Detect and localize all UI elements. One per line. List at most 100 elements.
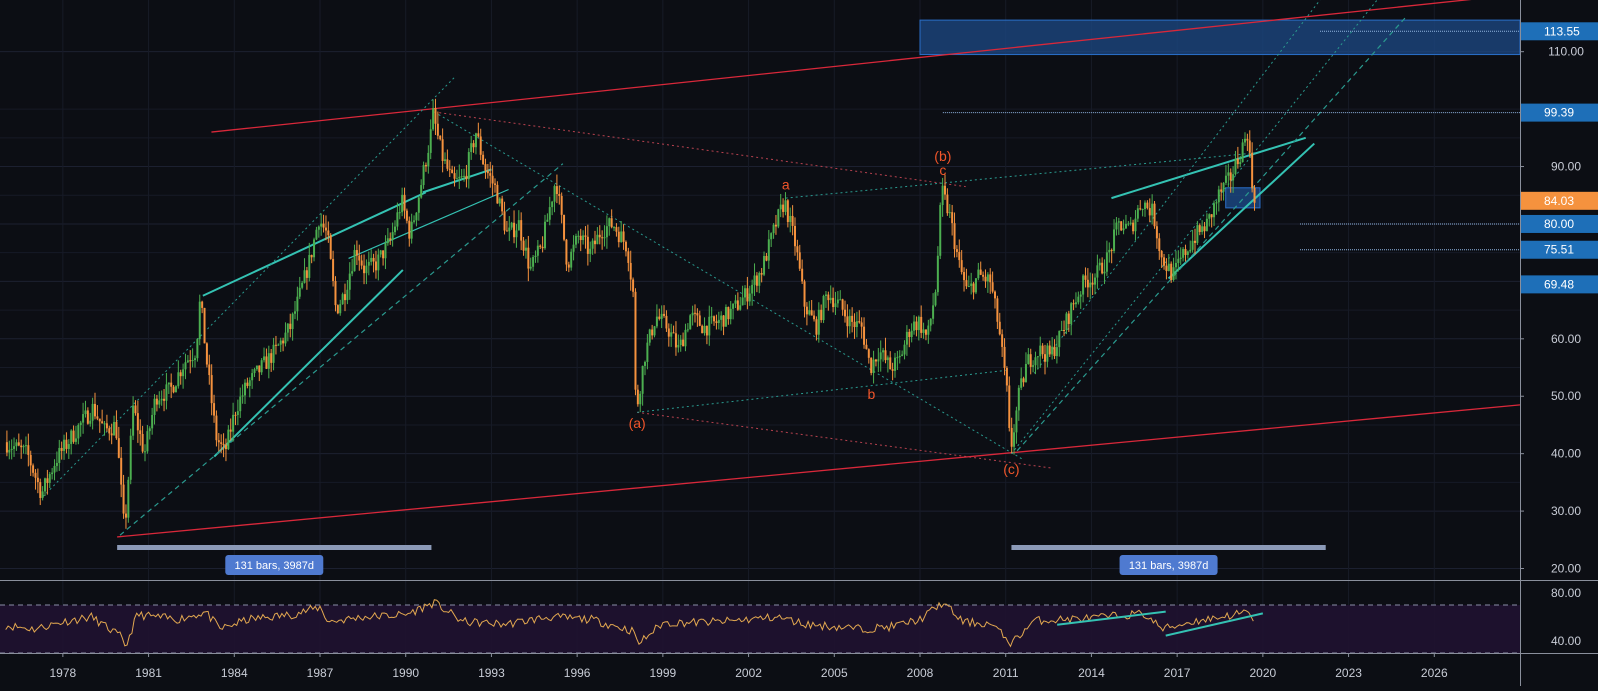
candle[interactable]: [932, 293, 935, 325]
candle[interactable]: [296, 286, 299, 321]
candle[interactable]: [1065, 311, 1068, 335]
candle[interactable]: [208, 354, 211, 385]
candle[interactable]: [1060, 320, 1063, 332]
candle[interactable]: [808, 300, 811, 316]
candle[interactable]: [972, 281, 975, 300]
candle[interactable]: [653, 325, 656, 338]
candle[interactable]: [339, 299, 342, 316]
candle[interactable]: [1051, 337, 1054, 360]
candle[interactable]: [48, 471, 51, 489]
candle[interactable]: [353, 244, 356, 272]
candle[interactable]: [813, 310, 816, 322]
wedge-upper-2010s[interactable]: [1111, 136, 1307, 200]
candle[interactable]: [1139, 200, 1142, 211]
candle[interactable]: [72, 425, 75, 444]
candle[interactable]: [746, 276, 749, 310]
candle[interactable]: [1072, 299, 1075, 311]
candle[interactable]: [622, 224, 625, 250]
candle[interactable]: [667, 323, 670, 347]
candle[interactable]: [1091, 273, 1094, 295]
candle[interactable]: [905, 325, 908, 356]
candle[interactable]: [565, 238, 568, 272]
candle[interactable]: [401, 187, 404, 217]
candle[interactable]: [948, 204, 951, 219]
candle[interactable]: [879, 340, 882, 372]
candle[interactable]: [329, 233, 332, 260]
candle[interactable]: [263, 347, 266, 363]
candle[interactable]: [1063, 320, 1066, 337]
candle[interactable]: [384, 235, 387, 270]
candle[interactable]: [105, 414, 108, 432]
candle[interactable]: [1039, 336, 1042, 368]
candle[interactable]: [1113, 219, 1116, 254]
candle[interactable]: [410, 213, 413, 244]
candle[interactable]: [246, 377, 249, 389]
candle[interactable]: [232, 402, 235, 442]
candle[interactable]: [994, 290, 996, 309]
candle[interactable]: [791, 205, 794, 236]
candle[interactable]: [705, 325, 708, 345]
candle[interactable]: [915, 316, 918, 337]
candle[interactable]: [958, 239, 961, 268]
candle[interactable]: [963, 267, 966, 292]
candle[interactable]: [365, 259, 368, 285]
candle[interactable]: [348, 262, 351, 300]
candle[interactable]: [96, 405, 99, 421]
candle[interactable]: [1084, 267, 1087, 288]
candle[interactable]: [641, 365, 644, 406]
candle[interactable]: [1070, 302, 1073, 336]
candle[interactable]: [979, 261, 982, 276]
candle[interactable]: [751, 279, 754, 306]
candle[interactable]: [853, 313, 856, 339]
candle[interactable]: [222, 433, 225, 458]
candle[interactable]: [1020, 367, 1023, 391]
candle[interactable]: [863, 317, 866, 349]
candle[interactable]: [1103, 259, 1106, 285]
candle[interactable]: [1127, 221, 1130, 227]
candle[interactable]: [970, 272, 973, 295]
candle[interactable]: [427, 145, 430, 174]
candle[interactable]: [686, 323, 689, 333]
candle[interactable]: [586, 224, 589, 266]
candle[interactable]: [679, 335, 682, 352]
candle[interactable]: [155, 394, 158, 412]
candle[interactable]: [744, 285, 746, 306]
candle[interactable]: [1001, 329, 1004, 357]
candle[interactable]: [258, 365, 261, 382]
candle[interactable]: [608, 217, 611, 236]
candle[interactable]: [555, 174, 558, 204]
candle[interactable]: [1222, 182, 1225, 201]
candle[interactable]: [1046, 343, 1049, 368]
candle[interactable]: [1079, 291, 1082, 309]
candle[interactable]: [722, 314, 725, 336]
candle[interactable]: [89, 412, 92, 427]
candle[interactable]: [294, 300, 296, 320]
candle[interactable]: [1141, 208, 1144, 217]
candle[interactable]: [74, 425, 77, 445]
candle[interactable]: [536, 240, 539, 263]
candle[interactable]: [458, 164, 461, 190]
candle[interactable]: [5, 430, 8, 457]
candle[interactable]: [732, 303, 735, 320]
candle[interactable]: [1098, 258, 1101, 271]
candle[interactable]: [1163, 253, 1166, 270]
candle[interactable]: [1024, 352, 1027, 383]
candle[interactable]: [1008, 376, 1011, 432]
candle[interactable]: [315, 226, 318, 241]
candle[interactable]: [1101, 257, 1104, 275]
candle[interactable]: [1236, 146, 1239, 169]
candle[interactable]: [953, 212, 956, 258]
candle[interactable]: [729, 301, 732, 325]
candle[interactable]: [129, 428, 132, 485]
candle[interactable]: [1241, 138, 1244, 163]
candle[interactable]: [405, 208, 408, 224]
candle[interactable]: [663, 305, 666, 318]
candle[interactable]: [327, 221, 330, 243]
candle[interactable]: [117, 426, 120, 459]
candle[interactable]: [172, 385, 175, 394]
candle[interactable]: [82, 402, 85, 434]
candle[interactable]: [689, 314, 692, 330]
candle[interactable]: [1167, 254, 1170, 272]
candle[interactable]: [763, 251, 766, 277]
candle[interactable]: [755, 272, 758, 293]
